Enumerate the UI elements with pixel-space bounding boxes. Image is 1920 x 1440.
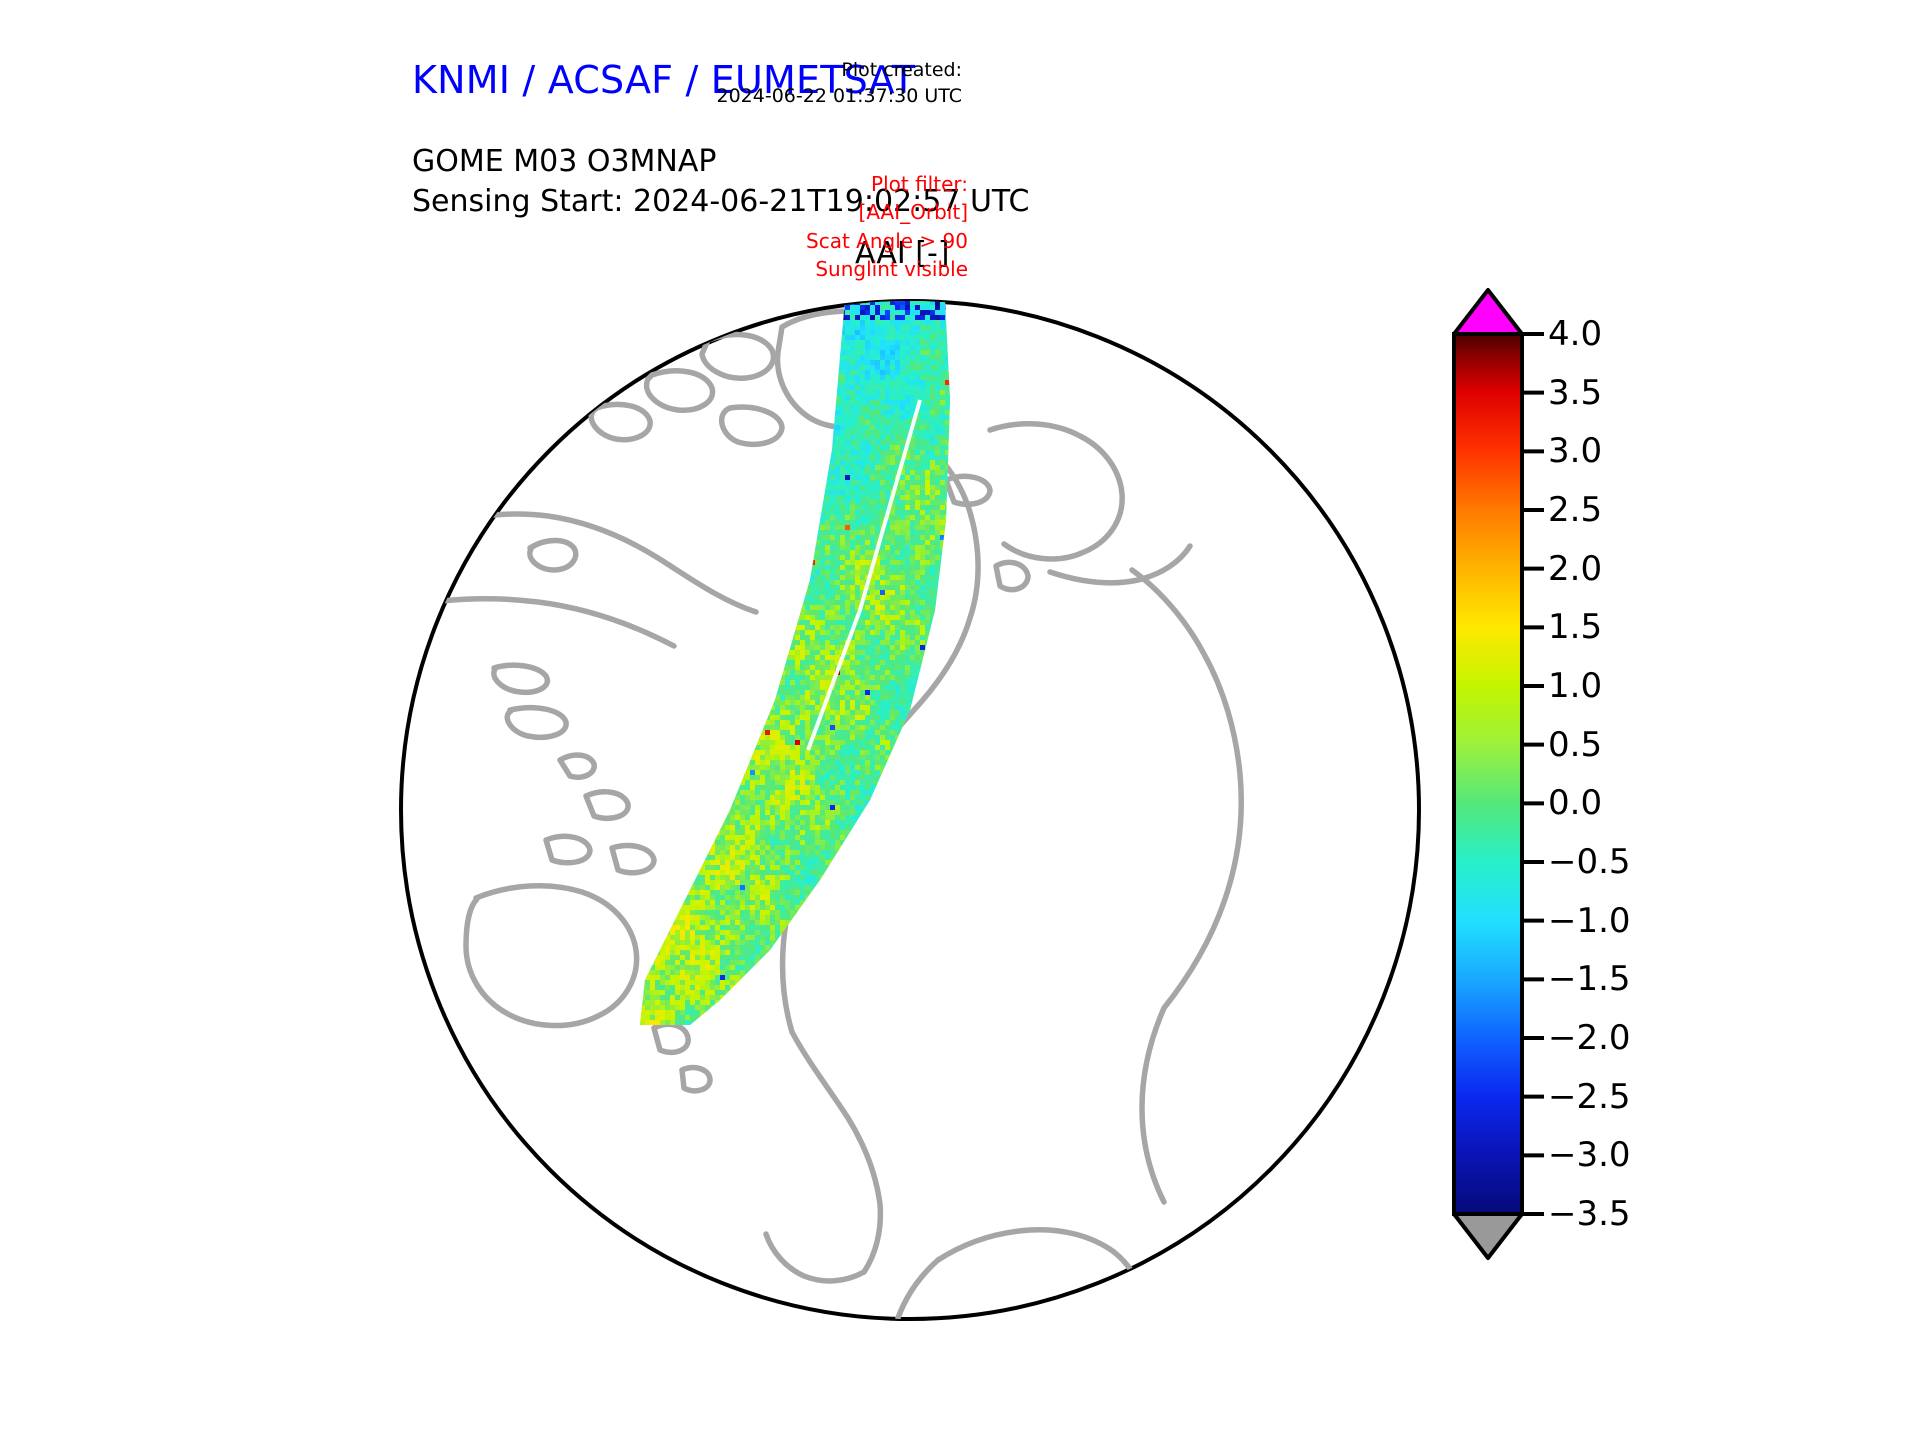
colorbar-tick-label: −2.0 xyxy=(1548,1018,1631,1058)
colorbar-tick-label: 1.0 xyxy=(1548,666,1603,706)
filter-line-3: Scat Angle > 90 xyxy=(806,228,968,253)
colorbar-tick-label: 0.5 xyxy=(1548,724,1603,765)
plot-filter-block: Plot filter: [AAI_Orbit] Scat Angle > 90… xyxy=(806,170,968,284)
colorbar-ticks xyxy=(1522,332,1544,1216)
under-range-arrow xyxy=(1452,1212,1524,1260)
colorbar-tick-label: 2.5 xyxy=(1548,490,1603,530)
filter-line-2: [AAI_Orbit] xyxy=(858,200,968,225)
nadir-track-line xyxy=(806,399,922,751)
colorbar-tick-label: 3.0 xyxy=(1548,431,1603,472)
colorbar-tick-label: −3.5 xyxy=(1548,1194,1631,1234)
colorbar-tick-label: 0.0 xyxy=(1548,783,1603,824)
colorbar-tick-label: 4.0 xyxy=(1548,314,1603,354)
plot-created-label: Plot created: xyxy=(841,59,962,81)
colorbar-tick-label: 2.0 xyxy=(1548,548,1603,589)
plot-created-block: Plot created: 2024-06-22 01:37:30 UTC xyxy=(717,58,963,109)
instrument-title: GOME M03 O3MNAP xyxy=(412,144,717,179)
colorbar-tick-label: −0.5 xyxy=(1548,842,1631,882)
over-range-arrow xyxy=(1452,288,1524,336)
colorbar: 4.0 3.5 3.0 2.5 2.0 1.5 1.0 0.5 0.0 −0.5 −1.0 −1.5 −… xyxy=(1448,282,1778,1312)
variable-title: AAI [-] xyxy=(855,236,950,271)
colorbar-tick-label: −1.0 xyxy=(1548,900,1631,941)
map-plot-area xyxy=(390,280,1430,1340)
colorbar-tick-label: 3.5 xyxy=(1548,372,1603,413)
colorbar-svg xyxy=(1452,288,1544,1260)
orthographic-globe xyxy=(399,299,1421,1321)
sensing-start-title: Sensing Start: 2024-06-21T19:02:57 UTC xyxy=(412,183,1030,219)
colorbar-gradient xyxy=(1452,332,1524,1216)
organisation-title: KNMI / ACSAF / EUMETSAT xyxy=(412,58,916,102)
colorbar-tick-label: −2.5 xyxy=(1548,1076,1631,1117)
colorbar-tick-label: −3.0 xyxy=(1548,1135,1631,1176)
plot-created-time: 2024-06-22 01:37:30 UTC xyxy=(716,84,963,107)
filter-line-4: Sunglint visible xyxy=(815,257,968,282)
plot-title-block: GOME M03 O3MNAP Sensing Start: 2024-06-2… xyxy=(412,142,1029,222)
colorbar-tick-label: 1.5 xyxy=(1548,607,1603,648)
colorbar-tick-label: −1.5 xyxy=(1548,959,1631,1000)
filter-line-1: Plot filter: xyxy=(871,172,968,196)
